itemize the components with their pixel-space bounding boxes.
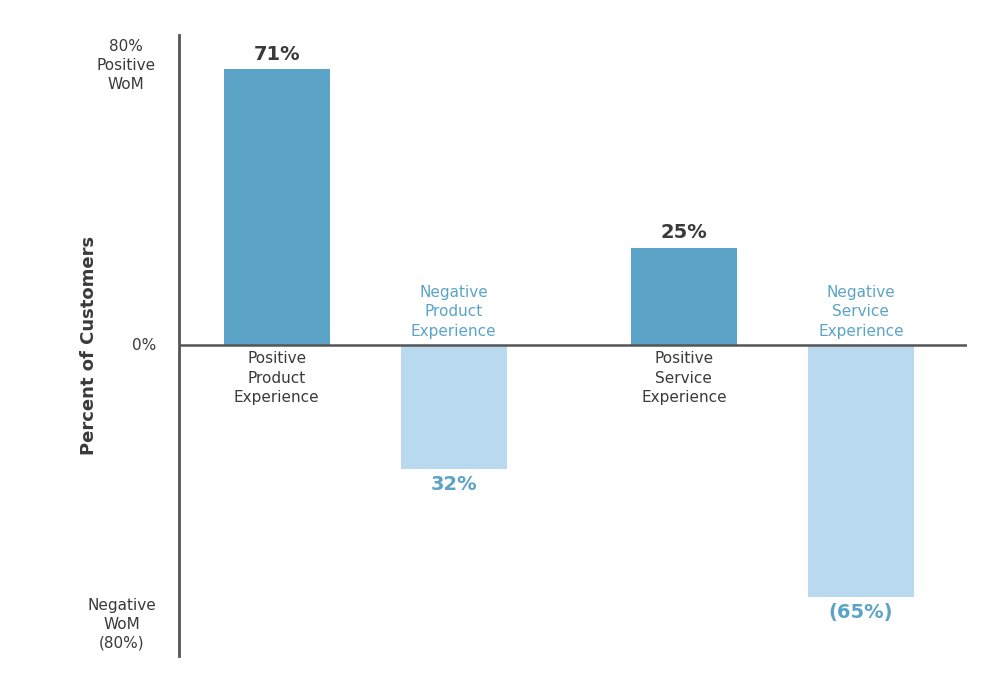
Text: Positive
Product
Experience: Positive Product Experience bbox=[234, 351, 320, 406]
Text: 25%: 25% bbox=[661, 223, 707, 242]
Text: Negative
Service
Experience: Negative Service Experience bbox=[819, 284, 903, 339]
Text: Percent of Customers: Percent of Customers bbox=[80, 235, 98, 455]
Bar bbox=[808, 345, 914, 598]
Text: Positive
Service
Experience: Positive Service Experience bbox=[641, 351, 727, 406]
Text: Negative
Product
Experience: Negative Product Experience bbox=[411, 284, 497, 339]
Text: (65%): (65%) bbox=[829, 603, 893, 622]
Text: Negative
WoM
(80%): Negative WoM (80%) bbox=[87, 598, 156, 651]
Text: 32%: 32% bbox=[431, 475, 478, 494]
Text: 80%
Positive
WoM: 80% Positive WoM bbox=[97, 39, 156, 92]
Bar bbox=[223, 70, 330, 345]
Text: 71%: 71% bbox=[253, 45, 300, 63]
Text: 0%: 0% bbox=[132, 337, 156, 353]
Bar bbox=[631, 248, 737, 345]
Bar bbox=[401, 345, 506, 469]
